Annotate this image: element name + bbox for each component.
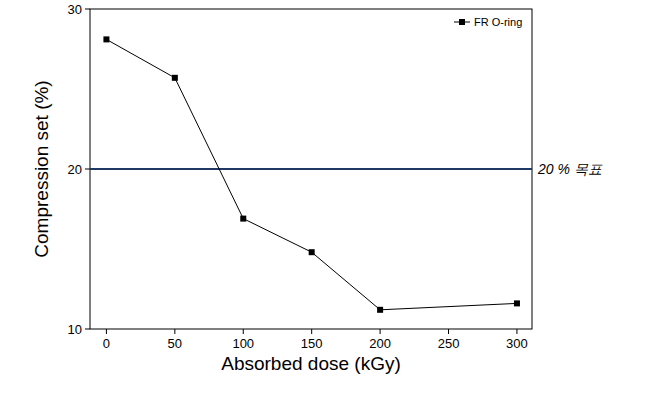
x-tick [311, 329, 312, 334]
legend: FR O-ring [454, 16, 522, 28]
x-tick-label: 150 [301, 336, 323, 351]
x-tick-label: 250 [438, 336, 460, 351]
x-tick [448, 329, 449, 334]
data-point [377, 307, 383, 313]
data-point [172, 75, 178, 81]
data-point [309, 249, 315, 255]
y-tick [85, 169, 90, 170]
legend-label: FR O-ring [474, 16, 522, 28]
data-point [514, 300, 520, 306]
x-tick-label: 0 [103, 336, 110, 351]
y-tick-label: 30 [68, 2, 82, 17]
x-tick [106, 329, 107, 334]
chart: 0 50 100 150 200 250 300 10 20 30 Absorbed dose (k… [0, 0, 661, 417]
y-tick [85, 9, 90, 10]
reference-label: 20 % 목표 [537, 161, 603, 177]
data-point [240, 216, 246, 222]
x-tick-label: 300 [506, 336, 528, 351]
y-tick-label: 10 [68, 322, 82, 337]
y-tick-label: 20 [68, 162, 82, 177]
data-point [103, 36, 109, 42]
legend-marker [459, 19, 465, 25]
x-axis-label: Absorbed dose (kGy) [221, 353, 401, 374]
plot-frame [90, 9, 532, 329]
x-tick [380, 329, 381, 334]
x-tick-label: 50 [168, 336, 182, 351]
reference-line [90, 168, 532, 170]
series-line [106, 39, 517, 309]
x-tick-label: 100 [232, 336, 254, 351]
x-tick-label: 200 [369, 336, 391, 351]
chart-root: 0 50 100 150 200 250 300 10 20 30 Absorbed dose (k… [0, 0, 661, 417]
x-tick [174, 329, 175, 334]
x-tick [243, 329, 244, 334]
x-tick [516, 329, 517, 334]
plot-area [90, 36, 532, 312]
y-axis-label: Compression set (%) [31, 80, 52, 257]
y-tick [85, 329, 90, 330]
